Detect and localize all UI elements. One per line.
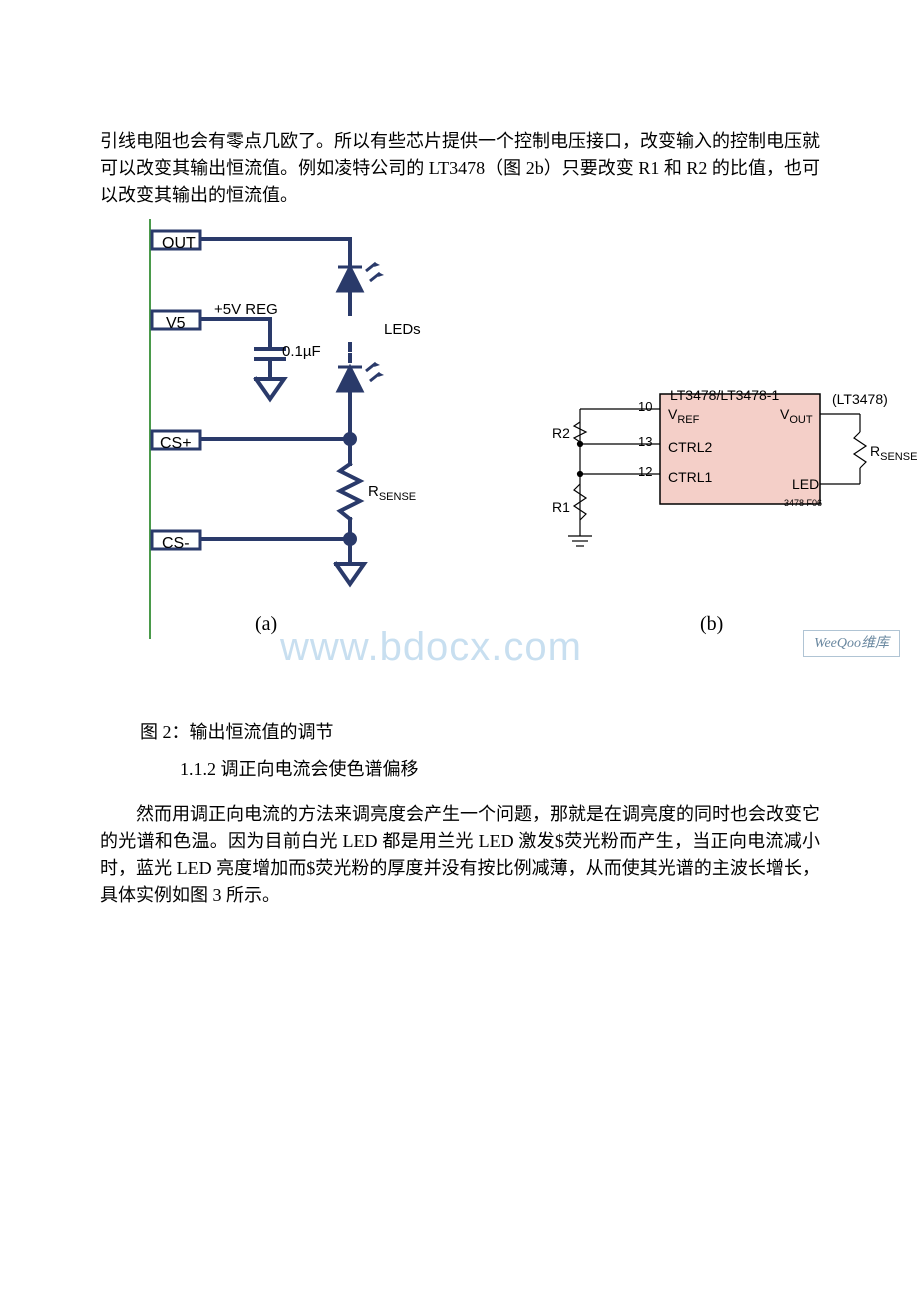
label-chip-paren: (LT3478) (832, 389, 888, 410)
label-chip-title: LT3478/LT3478-1 (670, 385, 779, 406)
label-cap: 0.1µF (282, 341, 321, 364)
subheading-1-1-2: 1.1.2 调正向电流会使色谱偏移 (180, 756, 820, 783)
label-pin10: 10 (638, 397, 652, 417)
label-cs-minus: CS- (162, 532, 190, 556)
label-5v-reg: +5V REG (214, 299, 278, 322)
label-leds: LEDs (384, 319, 421, 342)
label-r2: R2 (552, 423, 570, 444)
paragraph-1: 引线电阻也会有零点几欧了。所以有些芯片提供一个控制电压接口，改变输入的控制电压就… (100, 128, 820, 209)
label-r1: R1 (552, 497, 570, 518)
label-sub-b: (b) (700, 609, 723, 639)
figure-2-caption: 图 2：输出恒流值的调节 (140, 719, 820, 746)
schematic-a (140, 219, 450, 639)
label-ctrl2: CTRL2 (668, 437, 712, 458)
figure-2: OUT V5 +5V REG 0.1µF LEDs CS+ CS- RSENSE… (140, 219, 900, 679)
label-vref: VREF (668, 404, 699, 428)
label-vout: VOUT (780, 404, 813, 428)
label-v5: V5 (166, 312, 186, 336)
label-pin13: 13 (638, 432, 652, 452)
paragraph-2: 然而用调正向电流的方法来调亮度会产生一个问题，那就是在调亮度的同时也会改变它的光… (100, 801, 820, 909)
label-sub-a: (a) (255, 609, 277, 639)
source-badge: WeeQoo维库 (803, 630, 900, 657)
label-pin12: 12 (638, 462, 652, 482)
label-ctrl1: CTRL1 (668, 467, 712, 488)
label-cs-plus: CS+ (160, 432, 192, 456)
label-out: OUT (162, 232, 196, 256)
label-led-pin: LED (792, 474, 819, 495)
watermark: www.bdocx.com (280, 617, 582, 677)
label-rsense-a: RSENSE (368, 481, 416, 506)
label-tiny: 3478 F06 (784, 497, 822, 511)
label-rsense-b: RSENSE (870, 441, 917, 465)
